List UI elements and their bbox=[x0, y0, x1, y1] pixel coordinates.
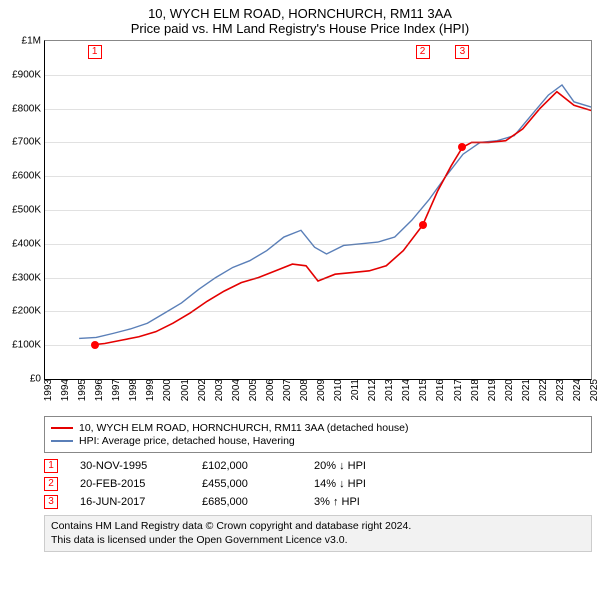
transaction-row: 2 20-FEB-2015 £455,000 14% ↓ HPI bbox=[44, 477, 592, 491]
transaction-price: £685,000 bbox=[202, 496, 292, 508]
x-axis-tick: 2013 bbox=[384, 379, 388, 401]
y-axis-tick: £0 bbox=[5, 374, 41, 385]
legend-swatch bbox=[51, 427, 73, 429]
transaction-marker: 3 bbox=[455, 45, 469, 59]
x-axis-tick: 2002 bbox=[197, 379, 201, 401]
x-axis-tick: 2017 bbox=[453, 379, 457, 401]
x-axis-tick: 1994 bbox=[60, 379, 64, 401]
transaction-diff: 14% ↓ HPI bbox=[314, 478, 404, 490]
chart-container: 10, WYCH ELM ROAD, HORNCHURCH, RM11 3AA … bbox=[0, 0, 600, 590]
legend-item: HPI: Average price, detached house, Have… bbox=[51, 435, 585, 447]
x-axis-tick: 1998 bbox=[128, 379, 132, 401]
x-axis-tick: 2020 bbox=[504, 379, 508, 401]
x-axis-tick: 2015 bbox=[418, 379, 422, 401]
plot-region: £0£100K£200K£300K£400K£500K£600K£700K£80… bbox=[44, 40, 592, 380]
transaction-date: 30-NOV-1995 bbox=[80, 460, 180, 472]
x-axis-tick: 2018 bbox=[470, 379, 474, 401]
x-axis-tick: 2005 bbox=[248, 379, 252, 401]
y-gridline bbox=[45, 109, 591, 110]
transaction-dot bbox=[458, 143, 466, 151]
y-axis-tick: £100K bbox=[5, 340, 41, 351]
transaction-diff: 20% ↓ HPI bbox=[314, 460, 404, 472]
y-gridline bbox=[45, 75, 591, 76]
x-axis-tick: 1997 bbox=[111, 379, 115, 401]
transaction-date: 20-FEB-2015 bbox=[80, 478, 180, 490]
x-axis-tick: 2006 bbox=[265, 379, 269, 401]
x-axis-tick: 1993 bbox=[43, 379, 47, 401]
chart-subtitle: Price paid vs. HM Land Registry's House … bbox=[0, 21, 600, 40]
y-gridline bbox=[45, 142, 591, 143]
y-axis-tick: £600K bbox=[5, 171, 41, 182]
x-axis-tick: 2008 bbox=[299, 379, 303, 401]
legend-label: 10, WYCH ELM ROAD, HORNCHURCH, RM11 3AA … bbox=[79, 422, 409, 434]
x-axis-tick: 2024 bbox=[572, 379, 576, 401]
y-gridline bbox=[45, 345, 591, 346]
x-axis-tick: 2007 bbox=[282, 379, 286, 401]
y-gridline bbox=[45, 176, 591, 177]
x-axis-tick: 2019 bbox=[487, 379, 491, 401]
x-axis-tick: 2003 bbox=[214, 379, 218, 401]
y-axis-tick: £800K bbox=[5, 103, 41, 114]
transaction-marker: 1 bbox=[88, 45, 102, 59]
x-axis-tick: 2010 bbox=[333, 379, 337, 401]
x-axis-tick: 2011 bbox=[350, 379, 354, 401]
transaction-badge: 3 bbox=[44, 495, 58, 509]
y-axis-tick: £300K bbox=[5, 272, 41, 283]
x-axis-tick: 2004 bbox=[231, 379, 235, 401]
x-axis-tick: 2001 bbox=[180, 379, 184, 401]
x-axis-tick: 2014 bbox=[401, 379, 405, 401]
legend-label: HPI: Average price, detached house, Have… bbox=[79, 435, 295, 447]
transaction-dot bbox=[91, 341, 99, 349]
y-gridline bbox=[45, 210, 591, 211]
x-axis-tick: 2021 bbox=[521, 379, 525, 401]
transaction-badge: 2 bbox=[44, 477, 58, 491]
legend-item: 10, WYCH ELM ROAD, HORNCHURCH, RM11 3AA … bbox=[51, 422, 585, 434]
y-axis-tick: £400K bbox=[5, 238, 41, 249]
chart-title: 10, WYCH ELM ROAD, HORNCHURCH, RM11 3AA bbox=[0, 0, 600, 21]
attribution-line-2: This data is licensed under the Open Gov… bbox=[51, 534, 585, 548]
x-axis-tick: 1999 bbox=[145, 379, 149, 401]
x-axis-tick: 1996 bbox=[94, 379, 98, 401]
series-hpi bbox=[79, 85, 591, 339]
y-axis-tick: £200K bbox=[5, 306, 41, 317]
transaction-dot bbox=[419, 221, 427, 229]
x-axis-tick: 2022 bbox=[538, 379, 542, 401]
x-axis-tick: 2000 bbox=[162, 379, 166, 401]
transaction-marker: 2 bbox=[416, 45, 430, 59]
x-axis-tick: 2012 bbox=[367, 379, 371, 401]
y-axis-tick: £500K bbox=[5, 205, 41, 216]
attribution-line-1: Contains HM Land Registry data © Crown c… bbox=[51, 520, 585, 534]
chart-area: £0£100K£200K£300K£400K£500K£600K£700K£80… bbox=[44, 40, 592, 410]
transaction-row: 1 30-NOV-1995 £102,000 20% ↓ HPI bbox=[44, 459, 592, 473]
attribution-box: Contains HM Land Registry data © Crown c… bbox=[44, 515, 592, 552]
transaction-date: 16-JUN-2017 bbox=[80, 496, 180, 508]
y-axis-tick: £1M bbox=[5, 36, 41, 47]
y-gridline bbox=[45, 311, 591, 312]
transaction-price: £455,000 bbox=[202, 478, 292, 490]
series-subject bbox=[95, 92, 591, 345]
legend-box: 10, WYCH ELM ROAD, HORNCHURCH, RM11 3AA … bbox=[44, 416, 592, 453]
y-gridline bbox=[45, 244, 591, 245]
x-axis-tick: 2023 bbox=[555, 379, 559, 401]
transaction-badge: 1 bbox=[44, 459, 58, 473]
transaction-row: 3 16-JUN-2017 £685,000 3% ↑ HPI bbox=[44, 495, 592, 509]
transaction-price: £102,000 bbox=[202, 460, 292, 472]
y-axis-tick: £700K bbox=[5, 137, 41, 148]
legend-swatch bbox=[51, 440, 73, 442]
y-gridline bbox=[45, 278, 591, 279]
transaction-diff: 3% ↑ HPI bbox=[314, 496, 404, 508]
transaction-table: 1 30-NOV-1995 £102,000 20% ↓ HPI 2 20-FEB-201… bbox=[44, 459, 592, 509]
y-axis-tick: £900K bbox=[5, 69, 41, 80]
x-axis-tick: 1995 bbox=[77, 379, 81, 401]
x-axis-tick: 2009 bbox=[316, 379, 320, 401]
x-axis-tick: 2025 bbox=[589, 379, 593, 401]
x-axis-tick: 2016 bbox=[435, 379, 439, 401]
